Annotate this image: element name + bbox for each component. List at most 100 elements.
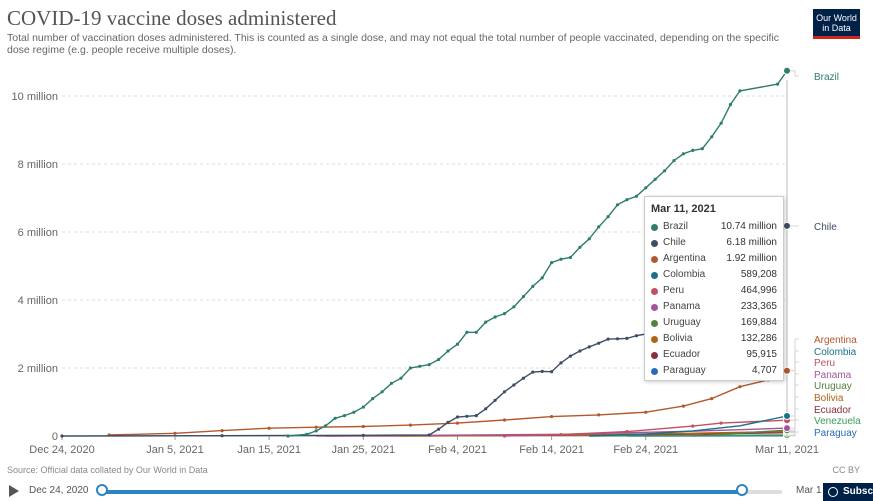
end-label-connector <box>790 419 799 436</box>
tooltip-row: Ecuador 95,915 <box>651 347 777 363</box>
subscribe-button[interactable]: Subscribe <box>823 483 873 501</box>
data-point-chile <box>559 361 563 365</box>
end-label-connector <box>790 431 799 437</box>
data-point-brazil <box>663 169 667 173</box>
tooltip-value: 6.18 million <box>726 237 777 248</box>
tooltip-value: 589,208 <box>740 269 777 280</box>
tooltip-swatch <box>651 239 658 247</box>
timeline-track[interactable] <box>102 490 782 494</box>
data-point-brazil <box>502 312 507 316</box>
tooltip-country: Brazil <box>663 221 689 232</box>
tooltip-swatch <box>651 271 658 279</box>
tooltip-value: 4,707 <box>751 365 777 376</box>
data-point-brazil <box>691 148 695 152</box>
data-point-brazil <box>644 186 648 190</box>
end-label-chile: Chile <box>814 222 837 233</box>
tooltip-country: Paraguay <box>663 365 706 376</box>
data-point-chile <box>578 349 582 353</box>
end-label-connector <box>790 408 799 434</box>
data-point-argentina <box>267 426 271 430</box>
end-label-bolivia: Bolivia <box>814 393 844 404</box>
data-point-chile <box>474 414 478 418</box>
license-link[interactable]: CC BY <box>832 465 860 475</box>
data-point-chile <box>531 370 535 374</box>
subscribe-label: Subscribe <box>843 486 873 497</box>
chart-subtitle: Total number of vaccination doses admini… <box>7 32 780 56</box>
data-point-chile <box>465 414 469 418</box>
x-tick-label: Feb 4, 2021 <box>428 444 487 456</box>
data-point-chile <box>606 337 610 341</box>
timeline-end-label: Mar 1 <box>796 485 822 496</box>
tooltip-value: 1.92 million <box>726 253 777 264</box>
tooltip-swatch <box>651 319 658 327</box>
data-point-argentina <box>644 410 648 414</box>
data-point-brazil <box>427 363 431 367</box>
tooltip-country: Bolivia <box>663 333 693 344</box>
data-point-argentina <box>681 404 686 408</box>
data-point-chile <box>446 420 450 424</box>
end-marker-colombia <box>783 412 791 420</box>
data-point-brazil <box>681 152 686 156</box>
tooltip-country: Panama <box>663 301 701 312</box>
tooltip-swatch <box>651 367 658 375</box>
data-point-chile <box>484 407 488 411</box>
tooltip-swatch <box>651 255 658 263</box>
data-point-brazil <box>776 82 780 86</box>
data-point-brazil <box>587 237 591 241</box>
y-tick-label: 6 million <box>18 227 58 239</box>
tooltip-country: Peru <box>663 285 685 296</box>
end-label-connector <box>790 70 799 77</box>
tooltip-swatch <box>651 287 658 295</box>
data-point-brazil <box>342 414 347 418</box>
end-label-connector <box>790 396 799 432</box>
tooltip-value: 169,884 <box>740 317 777 328</box>
data-point-argentina <box>314 425 318 429</box>
logo-line-1: Our World <box>816 13 857 23</box>
timeline-track-fill <box>102 490 742 494</box>
end-label-panama: Panama <box>814 370 852 381</box>
tooltip-row: Bolivia 132,286 <box>651 331 777 347</box>
data-point-brazil <box>474 330 478 334</box>
data-point-chile <box>625 336 629 340</box>
series-line-colombia <box>589 415 788 437</box>
data-point-argentina <box>597 413 601 417</box>
timeline-start-label: Dec 24, 2020 <box>29 485 89 496</box>
data-point-brazil <box>455 342 460 346</box>
tooltip-swatch <box>651 223 658 231</box>
data-point-chile <box>587 345 591 349</box>
data-point-chile <box>220 434 224 438</box>
play-icon[interactable] <box>9 485 19 497</box>
data-point-brazil <box>305 432 309 436</box>
owid-logo[interactable]: Our World in Data <box>813 9 860 39</box>
data-point-brazil <box>512 305 516 309</box>
tooltip-value: 10.74 million <box>720 221 777 232</box>
series-line-uruguay <box>692 429 788 437</box>
tooltip-swatch <box>651 303 658 311</box>
x-tick-label: Jan 5, 2021 <box>146 444 204 456</box>
data-point-brazil <box>634 194 639 198</box>
end-label-connector <box>790 338 799 372</box>
data-point-brazil <box>738 89 742 93</box>
series-line-peru <box>504 419 788 437</box>
chart-title: COVID-19 vaccine doses administered <box>7 6 337 30</box>
data-point-brazil <box>408 366 412 370</box>
data-point-brazil <box>389 381 394 385</box>
y-tick-label: 8 million <box>18 159 58 171</box>
source-note[interactable]: Source: Official data collated by Our Wo… <box>7 465 208 475</box>
data-point-chile <box>615 337 620 341</box>
data-point-brazil <box>314 429 318 433</box>
line-chart: 0 2 million 4 million 6 million 8 million 10 … <box>12 66 861 456</box>
y-tick-label: 0 <box>52 431 58 443</box>
y-tick-label: 4 million <box>18 295 58 307</box>
tooltip-swatch <box>651 351 658 359</box>
data-point-brazil <box>333 416 337 420</box>
end-label-connector <box>790 384 799 431</box>
timeline-start-handle[interactable] <box>96 484 108 496</box>
end-label-paraguay: Paraguay <box>814 428 857 439</box>
tooltip-country: Ecuador <box>663 349 701 360</box>
data-point-brazil <box>521 295 526 299</box>
series-line-brazil <box>287 70 788 437</box>
logo-line-2: in Data <box>822 23 851 33</box>
timeline-end-handle[interactable] <box>736 484 748 496</box>
tooltip-value: 464,996 <box>740 285 777 296</box>
